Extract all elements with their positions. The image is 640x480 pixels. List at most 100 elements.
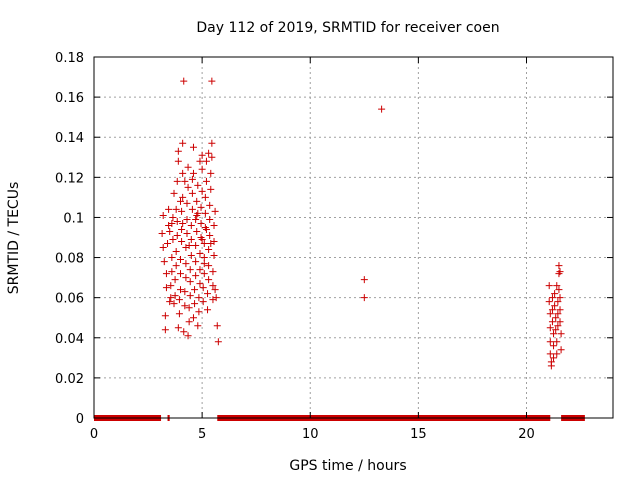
data-point	[194, 209, 202, 217]
y-axis-title: SRMTID / TECUs	[6, 182, 22, 295]
y-tick-label: 0.04	[55, 332, 84, 347]
data-point	[187, 252, 195, 260]
data-point	[556, 306, 564, 314]
data-point	[554, 310, 562, 318]
data-point	[556, 318, 564, 326]
data-point	[204, 306, 212, 314]
data-point	[552, 314, 560, 322]
data-point	[545, 298, 553, 306]
data-point	[188, 189, 196, 197]
data-point	[197, 203, 205, 211]
data-point	[168, 254, 176, 262]
data-point	[185, 318, 193, 326]
x-tick-label: 5	[198, 427, 206, 442]
data-point	[186, 278, 194, 286]
data-point	[208, 153, 216, 161]
data-point	[169, 213, 177, 221]
data-point	[209, 268, 217, 276]
data-point	[550, 354, 558, 362]
data-point	[173, 217, 181, 225]
data-point	[546, 350, 554, 358]
data-point	[196, 280, 204, 288]
data-point	[177, 256, 184, 264]
data-point	[551, 302, 559, 310]
data-point	[180, 328, 188, 336]
data-point	[186, 266, 194, 274]
data-point	[162, 284, 170, 292]
data-point	[210, 221, 218, 229]
data-point	[547, 362, 555, 370]
data-point	[360, 294, 368, 302]
data-point	[159, 244, 167, 252]
data-point	[550, 330, 558, 338]
data-point	[175, 310, 183, 318]
data-point	[192, 272, 200, 280]
data-point	[174, 157, 182, 165]
data-point	[552, 326, 560, 334]
data-point	[167, 282, 175, 290]
data-point	[208, 139, 216, 147]
axis-ticks	[93, 56, 613, 419]
data-point	[211, 286, 219, 294]
data-point	[201, 209, 209, 217]
data-point	[193, 197, 201, 205]
data-point	[184, 163, 192, 171]
data-point	[172, 262, 180, 270]
data-point	[202, 177, 210, 185]
data-point	[204, 290, 212, 298]
data-point	[200, 260, 208, 268]
data-point	[182, 260, 190, 268]
data-point	[196, 250, 204, 258]
data-points	[158, 77, 565, 370]
data-point	[175, 296, 183, 304]
data-point	[196, 266, 204, 274]
data-point	[210, 252, 218, 260]
data-point	[185, 242, 193, 250]
data-point	[193, 227, 201, 235]
data-point	[207, 240, 215, 248]
data-point	[173, 177, 181, 185]
data-point	[172, 248, 180, 256]
data-point	[177, 286, 184, 294]
data-point	[187, 236, 195, 244]
data-point	[205, 276, 213, 284]
data-point	[553, 350, 561, 358]
x-axis-title: GPS time / hours	[289, 458, 406, 474]
data-point	[181, 288, 189, 296]
data-point	[553, 338, 561, 346]
data-point	[166, 227, 174, 235]
data-point	[554, 298, 562, 306]
data-point	[196, 157, 204, 165]
data-point	[195, 294, 203, 302]
data-point	[206, 215, 214, 223]
chart-title: Day 112 of 2019, SRMTID for receiver coe…	[196, 20, 499, 36]
data-point	[209, 282, 217, 290]
y-tick-label: 0.16	[55, 91, 84, 106]
data-point	[182, 274, 190, 282]
x-tick-label: 0	[90, 427, 98, 442]
data-point	[188, 205, 196, 213]
data-point	[168, 268, 176, 276]
x-tick-label: 15	[410, 427, 427, 442]
data-point	[545, 282, 553, 290]
data-point	[550, 342, 558, 350]
data-point	[165, 205, 173, 213]
data-point	[171, 292, 179, 300]
data-point	[191, 286, 199, 294]
data-point	[548, 306, 556, 314]
data-point	[184, 332, 192, 340]
data-point	[179, 139, 187, 147]
data-point	[187, 221, 195, 229]
data-point	[556, 294, 564, 302]
data-point	[206, 231, 214, 239]
data-point	[169, 236, 177, 244]
data-point	[181, 177, 189, 185]
data-point	[546, 338, 554, 346]
data-point	[548, 318, 556, 326]
y-tick-label: 0.18	[55, 51, 84, 66]
x-tick-label: 20	[518, 427, 535, 442]
data-point	[195, 308, 203, 316]
data-point	[184, 183, 192, 191]
y-tick-label: 0	[76, 412, 84, 427]
data-point	[200, 270, 208, 278]
